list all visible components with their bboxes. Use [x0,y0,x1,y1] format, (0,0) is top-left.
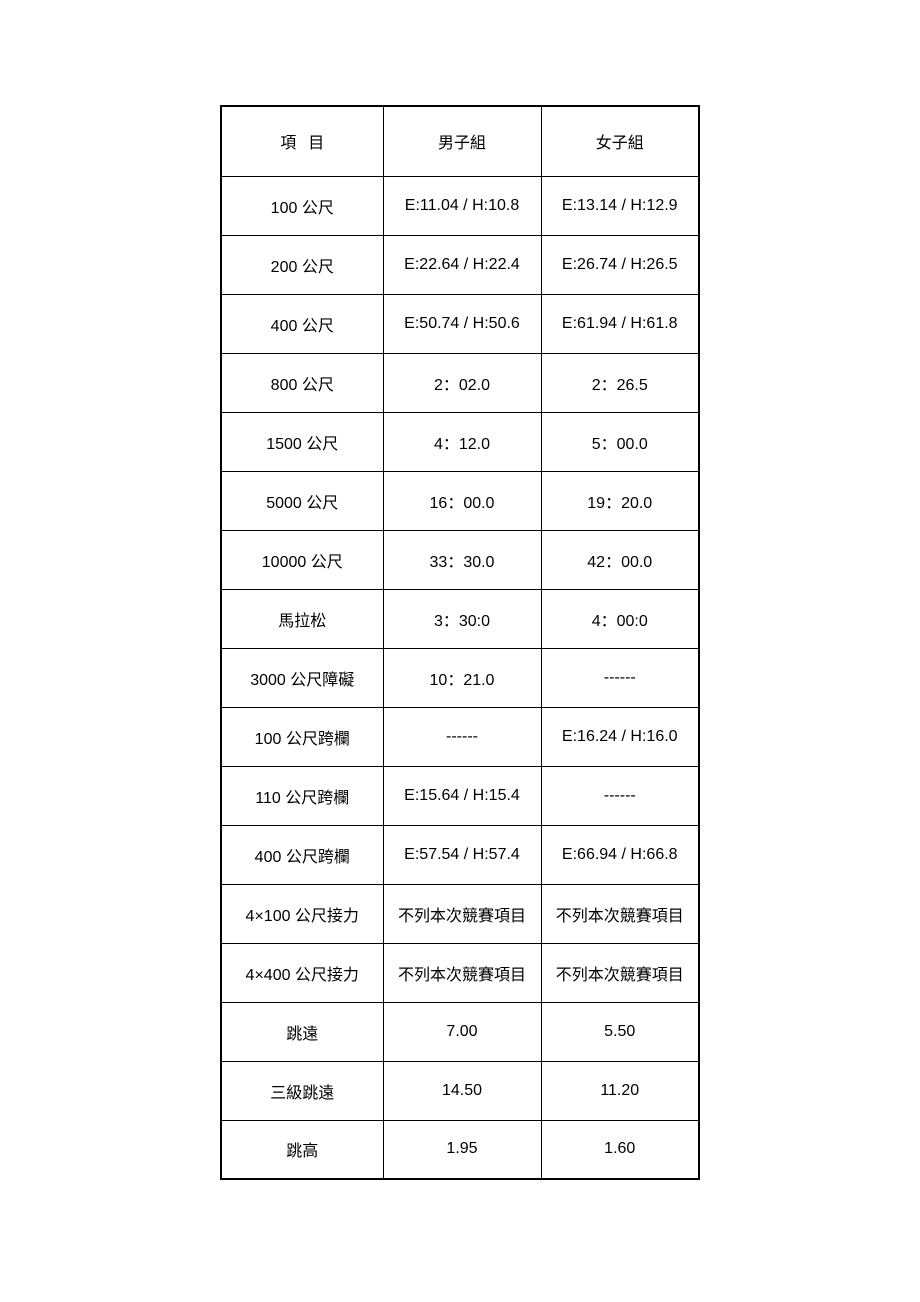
column-header-female: 女子組 [541,106,699,176]
cell-female: 不列本次競賽項目 [541,943,699,1002]
table-row: 跳高1.951.60 [221,1120,699,1179]
cell-female: 42：00.0 [541,530,699,589]
cell-female: 11.20 [541,1061,699,1120]
cell-event: 800 公尺 [221,353,383,412]
table-row: 200 公尺E:22.64 / H:22.4E:26.74 / H:26.5 [221,235,699,294]
cell-event: 110 公尺跨欄 [221,766,383,825]
cell-event: 跳遠 [221,1002,383,1061]
cell-male: ------ [383,707,541,766]
cell-female: E:13.14 / H:12.9 [541,176,699,235]
table-row: 馬拉松3：30:04：00:0 [221,589,699,648]
table-row: 3000 公尺障礙10：21.0------ [221,648,699,707]
cell-event: 100 公尺 [221,176,383,235]
cell-event: 三級跳遠 [221,1061,383,1120]
cell-male: 14.50 [383,1061,541,1120]
cell-male: 不列本次競賽項目 [383,943,541,1002]
cell-male: 7.00 [383,1002,541,1061]
table-row: 110 公尺跨欄E:15.64 / H:15.4------ [221,766,699,825]
cell-female: 不列本次競賽項目 [541,884,699,943]
cell-male: E:11.04 / H:10.8 [383,176,541,235]
cell-event: 100 公尺跨欄 [221,707,383,766]
cell-event: 4×100 公尺接力 [221,884,383,943]
table-row: 4×100 公尺接力不列本次競賽項目不列本次競賽項目 [221,884,699,943]
table-row: 100 公尺跨欄------E:16.24 / H:16.0 [221,707,699,766]
cell-female: ------ [541,766,699,825]
column-header-male: 男子組 [383,106,541,176]
cell-male: 1.95 [383,1120,541,1179]
cell-event: 1500 公尺 [221,412,383,471]
cell-female: 5：00.0 [541,412,699,471]
cell-male: 33：30.0 [383,530,541,589]
table-row: 400 公尺E:50.74 / H:50.6E:61.94 / H:61.8 [221,294,699,353]
cell-event: 5000 公尺 [221,471,383,530]
table-row: 100 公尺E:11.04 / H:10.8E:13.14 / H:12.9 [221,176,699,235]
table-row: 跳遠7.005.50 [221,1002,699,1061]
athletics-standards-table: 項目 男子組 女子組 100 公尺E:11.04 / H:10.8E:13.14… [220,105,700,1180]
cell-male: E:50.74 / H:50.6 [383,294,541,353]
cell-female: 4：00:0 [541,589,699,648]
cell-male: 4：12.0 [383,412,541,471]
column-header-event: 項目 [221,106,383,176]
cell-female: E:16.24 / H:16.0 [541,707,699,766]
cell-event: 200 公尺 [221,235,383,294]
cell-female: E:66.94 / H:66.8 [541,825,699,884]
cell-male: E:57.54 / H:57.4 [383,825,541,884]
cell-female: 19：20.0 [541,471,699,530]
table-row: 1500 公尺4：12.05：00.0 [221,412,699,471]
cell-male: 16：00.0 [383,471,541,530]
cell-female: 2：26.5 [541,353,699,412]
cell-event: 400 公尺跨欄 [221,825,383,884]
cell-female: 1.60 [541,1120,699,1179]
cell-male: 不列本次競賽項目 [383,884,541,943]
cell-event: 10000 公尺 [221,530,383,589]
table-body: 100 公尺E:11.04 / H:10.8E:13.14 / H:12.9 2… [221,176,699,1179]
table-row: 10000 公尺33：30.042：00.0 [221,530,699,589]
table-row: 5000 公尺16：00.019：20.0 [221,471,699,530]
table-header-row: 項目 男子組 女子組 [221,106,699,176]
table-row: 400 公尺跨欄E:57.54 / H:57.4E:66.94 / H:66.8 [221,825,699,884]
cell-event: 400 公尺 [221,294,383,353]
cell-event: 馬拉松 [221,589,383,648]
cell-event: 4×400 公尺接力 [221,943,383,1002]
cell-event: 跳高 [221,1120,383,1179]
cell-male: E:22.64 / H:22.4 [383,235,541,294]
cell-male: 10：21.0 [383,648,541,707]
cell-male: E:15.64 / H:15.4 [383,766,541,825]
cell-female: E:26.74 / H:26.5 [541,235,699,294]
cell-event: 3000 公尺障礙 [221,648,383,707]
table-row: 4×400 公尺接力不列本次競賽項目不列本次競賽項目 [221,943,699,1002]
table-row: 三級跳遠14.5011.20 [221,1061,699,1120]
cell-female: ------ [541,648,699,707]
cell-male: 2：02.0 [383,353,541,412]
cell-female: E:61.94 / H:61.8 [541,294,699,353]
cell-female: 5.50 [541,1002,699,1061]
cell-male: 3：30:0 [383,589,541,648]
table-row: 800 公尺2：02.02：26.5 [221,353,699,412]
